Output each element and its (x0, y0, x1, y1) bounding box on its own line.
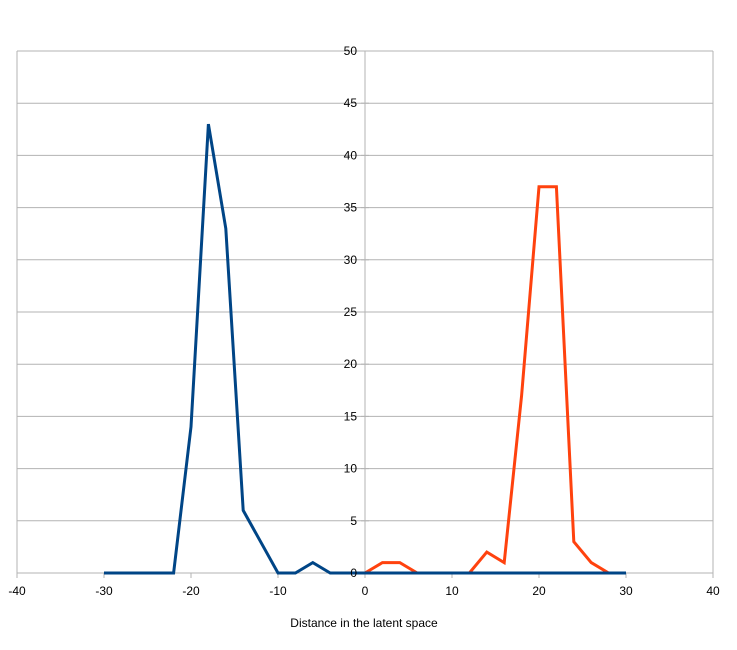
y-tick-label: 50 (344, 44, 358, 58)
x-tick-label: 20 (532, 584, 546, 598)
x-tick-label: 30 (619, 584, 633, 598)
series-line-2 (104, 123, 626, 575)
y-tick-label: 15 (344, 409, 358, 423)
x-tick-label: -10 (269, 584, 287, 598)
x-tick-label: -40 (8, 584, 26, 598)
series-lines (104, 123, 626, 575)
y-tick-label: 30 (344, 253, 358, 267)
y-tick-label: 25 (344, 305, 358, 319)
y-tick-label: 40 (344, 148, 358, 162)
y-tick-label: 20 (344, 357, 358, 371)
x-tick-label: 0 (362, 584, 369, 598)
x-axis-title: Distance in the latent space (290, 616, 438, 630)
y-tick-label: 10 (344, 462, 358, 476)
y-tick-label: 0 (350, 566, 357, 580)
x-tick-label: 10 (445, 584, 459, 598)
x-tick-label: -20 (182, 584, 200, 598)
y-tick-label: 45 (344, 96, 358, 110)
y-tick-labels: 5 10 15 20 25 30 35 40 45 50 0 (344, 44, 358, 580)
x-tick-label: -30 (95, 584, 113, 598)
y-tick-label: 35 (344, 201, 358, 215)
x-tick-labels: -40 -30 -20 -10 0 10 20 30 40 (8, 584, 720, 598)
y-tick-label: 5 (350, 514, 357, 528)
axes (16, 50, 714, 578)
series-line-1 (364, 185, 626, 575)
x-tick-label: 40 (706, 584, 720, 598)
